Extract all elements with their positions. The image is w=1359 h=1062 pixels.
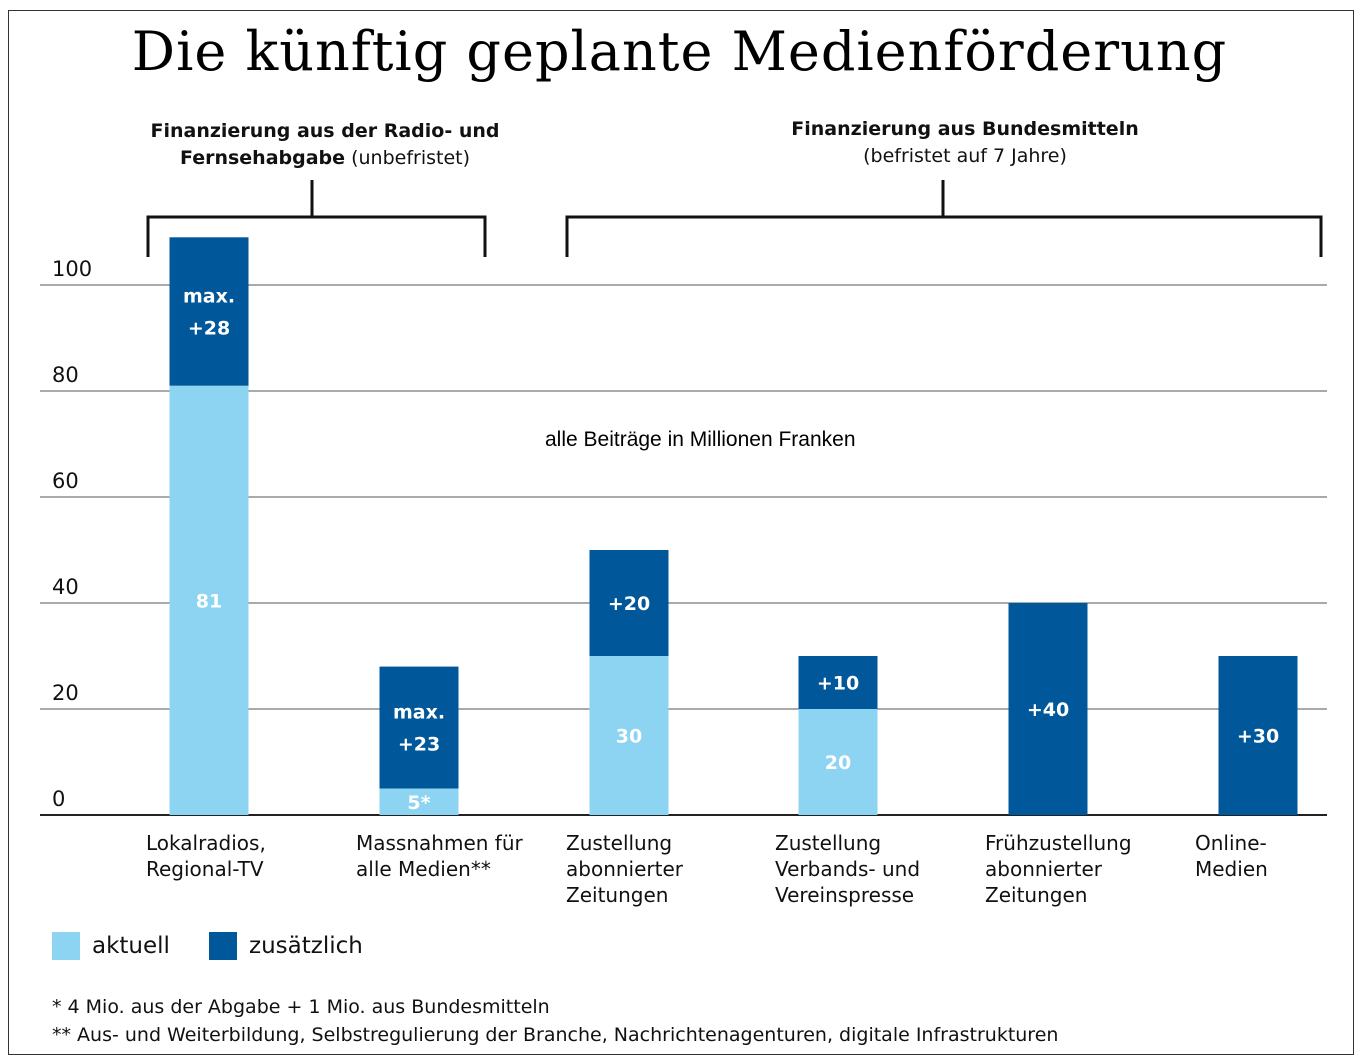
bar-value-label: max.: [393, 702, 445, 724]
x-category-label: Medien: [1195, 857, 1268, 881]
footnote-2: ** Aus- und Weiterbildung, Selbstregulie…: [52, 1024, 1059, 1046]
legend-item-aktuell: aktuell: [52, 930, 170, 962]
x-category-label: Massnahmen für: [356, 831, 523, 855]
bar-value-label: +30: [1237, 726, 1279, 748]
group-label-bund: Finanzierung aus Bundesmitteln (befriste…: [700, 116, 1230, 170]
x-category-label: abonnierter: [566, 857, 684, 881]
x-category-label: alle Medien**: [356, 857, 491, 881]
bar-value-label: 30: [616, 726, 642, 748]
chart-title: Die künftig geplante Medienförderung: [131, 20, 1228, 83]
bar-value-label: +23: [398, 734, 440, 756]
x-category-label: Zeitungen: [566, 883, 668, 907]
y-tick-label: 80: [52, 363, 79, 387]
x-category-label: Zustellung: [775, 831, 881, 855]
y-tick-label: 20: [52, 681, 79, 705]
bar-zusätzlich: [169, 237, 249, 386]
bar-value-label: +28: [188, 318, 230, 340]
bar-zusätzlich: [798, 656, 878, 709]
bar-zusätzlich: [379, 666, 459, 789]
bar-value-label: 20: [825, 752, 851, 774]
legend-swatch-zusaetzlich: [209, 932, 237, 960]
group-label-line1: Finanzierung aus Bundesmitteln: [791, 118, 1139, 140]
group-label-abgabe: Finanzierung aus der Radio- und Fernseha…: [120, 118, 530, 172]
y-tick-label: 40: [52, 575, 79, 599]
x-category-label: abonnierter: [985, 857, 1103, 881]
bar-value-label: 5*: [407, 792, 430, 814]
x-category-label: Zeitungen: [985, 883, 1087, 907]
group-label-line2: (unbefristet): [345, 147, 470, 169]
legend-label-zusaetzlich: zusätzlich: [249, 933, 363, 959]
group-label-line2-bold: Fernsehabgabe: [179, 147, 346, 169]
bar-aktuell: [798, 709, 878, 815]
bar-zusätzlich: [589, 550, 669, 656]
x-category-label: Lokalradios,: [146, 831, 266, 855]
chart-subtitle: alle Beiträge in Millionen Franken: [545, 428, 856, 451]
group-bracket: [146, 180, 487, 257]
bar-value-label: +10: [817, 673, 859, 695]
bar-zusätzlich: [1218, 656, 1298, 815]
y-tick-label: 60: [52, 469, 79, 493]
bar-value-label: +40: [1027, 699, 1069, 721]
chart-frame: [8, 10, 1354, 1055]
legend-label-aktuell: aktuell: [92, 933, 170, 959]
x-category-label: Frühzustellung: [985, 831, 1132, 855]
group-label-line2: (befristet auf 7 Jahre): [863, 145, 1067, 167]
bar-aktuell: [379, 788, 459, 815]
footnote-1: * 4 Mio. aus der Abgabe + 1 Mio. aus Bun…: [52, 996, 550, 1018]
legend-swatch-aktuell: [52, 932, 80, 960]
bar-zusätzlich: [1008, 603, 1088, 815]
x-category-label: Zustellung: [566, 831, 672, 855]
x-category-label: Verbands- und: [775, 857, 920, 881]
y-tick-label: 100: [52, 257, 92, 281]
legend-item-zusaetzlich: zusätzlich: [209, 930, 363, 962]
x-category-label: Regional-TV: [146, 857, 264, 881]
x-category-label: Online-: [1195, 831, 1267, 855]
bar-value-label: max.: [183, 286, 235, 308]
bar-aktuell: [589, 656, 669, 815]
bar-value-label: 81: [196, 590, 222, 612]
y-tick-label: 0: [52, 787, 65, 811]
x-category-label: Vereinspresse: [775, 883, 914, 907]
group-bracket: [565, 180, 1323, 257]
bar-value-label: +20: [608, 593, 650, 615]
group-label-line1: Finanzierung aus der Radio- und: [150, 120, 500, 142]
bar-aktuell: [169, 385, 249, 815]
